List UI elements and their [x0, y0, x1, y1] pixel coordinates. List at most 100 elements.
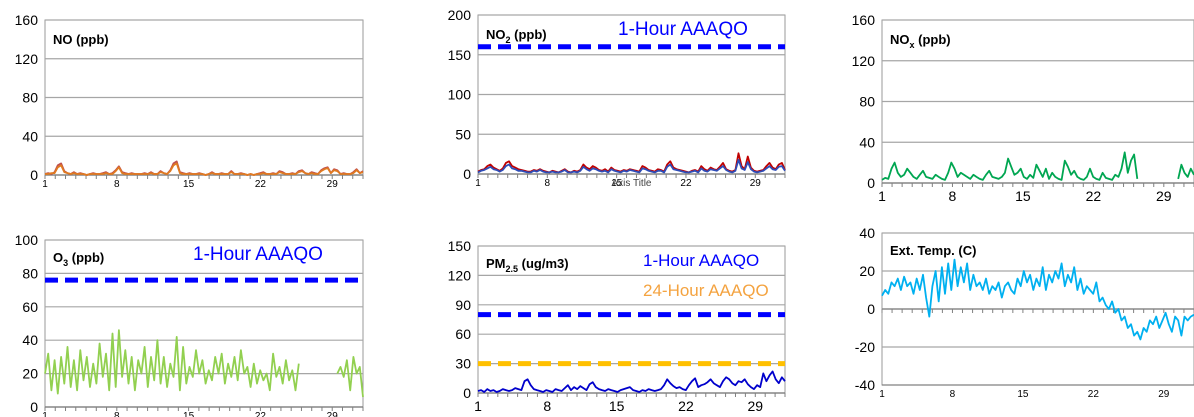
x-tick-label: 15 [611, 178, 623, 189]
y-tick-label: 0 [867, 175, 875, 191]
chart-title-main: NO [486, 27, 506, 42]
y-tick-label: 80 [859, 94, 875, 110]
y-tick-label: 40 [22, 128, 38, 144]
chart-title-main: NO [890, 32, 910, 47]
y-tick-label: 0 [463, 166, 471, 182]
y-tick-label: -20 [855, 339, 875, 355]
x-tick-label: 1 [475, 178, 481, 189]
x-tick-label: 22 [255, 179, 267, 190]
y-tick-label: 0 [30, 167, 38, 183]
y-tick-label: 50 [455, 126, 471, 142]
chart-panel-5: 0 30 60 90 120 150 1 8 15 22 29 PM2.5 (ug/m3) 1-Hour… [448, 238, 786, 414]
y-tick-label: 120 [448, 267, 472, 283]
x-tick-label: 22 [1086, 188, 1102, 204]
series-line [44, 329, 364, 398]
series-line [44, 160, 364, 176]
chart-panel-6: -40 -20 0 20 40 1 8 15 22 29 Ext. Temp. (C) [855, 225, 1194, 400]
x-tick-label: 1 [878, 188, 886, 204]
plot-frame [44, 239, 364, 408]
y-tick-label: 120 [852, 53, 876, 69]
x-tick-label: 22 [255, 411, 267, 417]
y-tick-label: 40 [859, 134, 875, 150]
y-tick-label: 0 [867, 301, 875, 317]
series-line [45, 162, 364, 176]
x-tick-label: 29 [748, 398, 764, 414]
series-line [477, 370, 786, 393]
reference-label: 1-Hour AAAQO [643, 251, 759, 270]
chart-title: NO (ppb) [53, 32, 109, 47]
chart-title-suffix: (ug/m3) [518, 256, 569, 271]
y-tick-label: 160 [852, 12, 876, 28]
x-tick-label: 8 [950, 389, 956, 400]
chart-title-main: O [53, 250, 63, 265]
y-tick-label: 100 [448, 87, 472, 103]
y-tick-label: 40 [22, 332, 38, 348]
chart-title-suffix: (ppb) [511, 27, 547, 42]
chart-title: NO2 (ppb) [486, 27, 547, 45]
y-tick-label: -40 [855, 377, 875, 393]
y-tick-label: 60 [455, 326, 471, 342]
x-tick-label: 29 [327, 411, 339, 417]
y-tick-label: 0 [463, 385, 471, 401]
x-tick-label: 8 [949, 188, 957, 204]
y-tick-label: 20 [22, 366, 38, 382]
y-tick-label: 0 [30, 399, 38, 415]
chart-title: PM2.5 (ug/m3) [486, 256, 569, 274]
y-tick-label: 90 [455, 297, 471, 313]
reference-label: 1-Hour AAAQO [193, 244, 323, 265]
x-tick-label: 29 [1156, 188, 1172, 204]
x-tick-label: 22 [1088, 389, 1100, 400]
chart-title: Ext. Temp. (C) [890, 243, 976, 258]
reference-label: 1-Hour AAAQO [618, 19, 748, 40]
chart-title: NOx (ppb) [890, 32, 951, 50]
x-tick-label: 8 [545, 178, 551, 189]
chart-title-subscript: x [910, 40, 915, 50]
series-line [881, 151, 1194, 181]
y-tick-label: 20 [859, 263, 875, 279]
y-tick-label: 80 [22, 265, 38, 281]
x-tick-label: 1 [879, 389, 885, 400]
y-tick-label: 150 [448, 238, 472, 254]
y-tick-label: 100 [15, 232, 39, 248]
x-tick-label: 15 [183, 179, 195, 190]
series-line [477, 158, 786, 174]
x-tick-label: 29 [750, 178, 762, 189]
y-tick-label: 160 [15, 12, 39, 28]
chart-title-main: NO (ppb) [53, 32, 109, 47]
chart-panel-3: 0 40 80 120 160 1 8 15 22 29 NOx (ppb) [852, 12, 1194, 204]
series-line [881, 258, 1194, 341]
x-tick-label: 15 [1017, 389, 1029, 400]
y-tick-label: 60 [22, 299, 38, 315]
y-tick-label: 150 [448, 47, 472, 63]
y-tick-label: 80 [22, 90, 38, 106]
x-tick-label: 15 [609, 398, 625, 414]
x-tick-label: 29 [1158, 389, 1170, 400]
x-tick-label: 1 [42, 411, 48, 417]
chart-panel-4: 0 20 40 60 80 100 1 8 15 22 29 O3 (ppb) 1-Hour AAAQO [15, 232, 364, 417]
y-tick-label: 200 [448, 7, 472, 23]
y-tick-label: 40 [859, 225, 875, 241]
reference-label: 24-Hour AAAQO [643, 281, 769, 300]
x-tick-label: 29 [327, 179, 339, 190]
chart-title: O3 (ppb) [53, 250, 104, 268]
x-tick-label: 15 [1015, 188, 1031, 204]
chart-panel-2: 0 50 100 150 200 1 8 15 22 29 Axis Title NO2 (ppb) 1… [448, 7, 786, 189]
x-tick-label: 8 [114, 179, 120, 190]
chart-title-main: PM [486, 256, 506, 271]
chart-title-subscript: 3 [63, 258, 68, 268]
chart-title-main: Ext. Temp. (C) [890, 243, 976, 258]
y-tick-label: 30 [455, 356, 471, 372]
chart-title-suffix: (ppb) [68, 250, 104, 265]
x-axis-title: Axis Title [611, 178, 651, 189]
x-tick-label: 22 [678, 398, 694, 414]
x-tick-label: 1 [474, 398, 482, 414]
chart-title-subscript: 2.5 [506, 264, 519, 274]
chart-title-subscript: 2 [506, 35, 511, 45]
x-tick-label: 22 [680, 178, 692, 189]
y-tick-label: 120 [15, 51, 39, 67]
x-tick-label: 15 [183, 411, 195, 417]
x-tick-label: 1 [42, 179, 48, 190]
x-tick-label: 8 [543, 398, 551, 414]
chart-panel-1: 0 40 80 120 160 1 8 15 22 29 NO (ppb) [15, 12, 364, 190]
